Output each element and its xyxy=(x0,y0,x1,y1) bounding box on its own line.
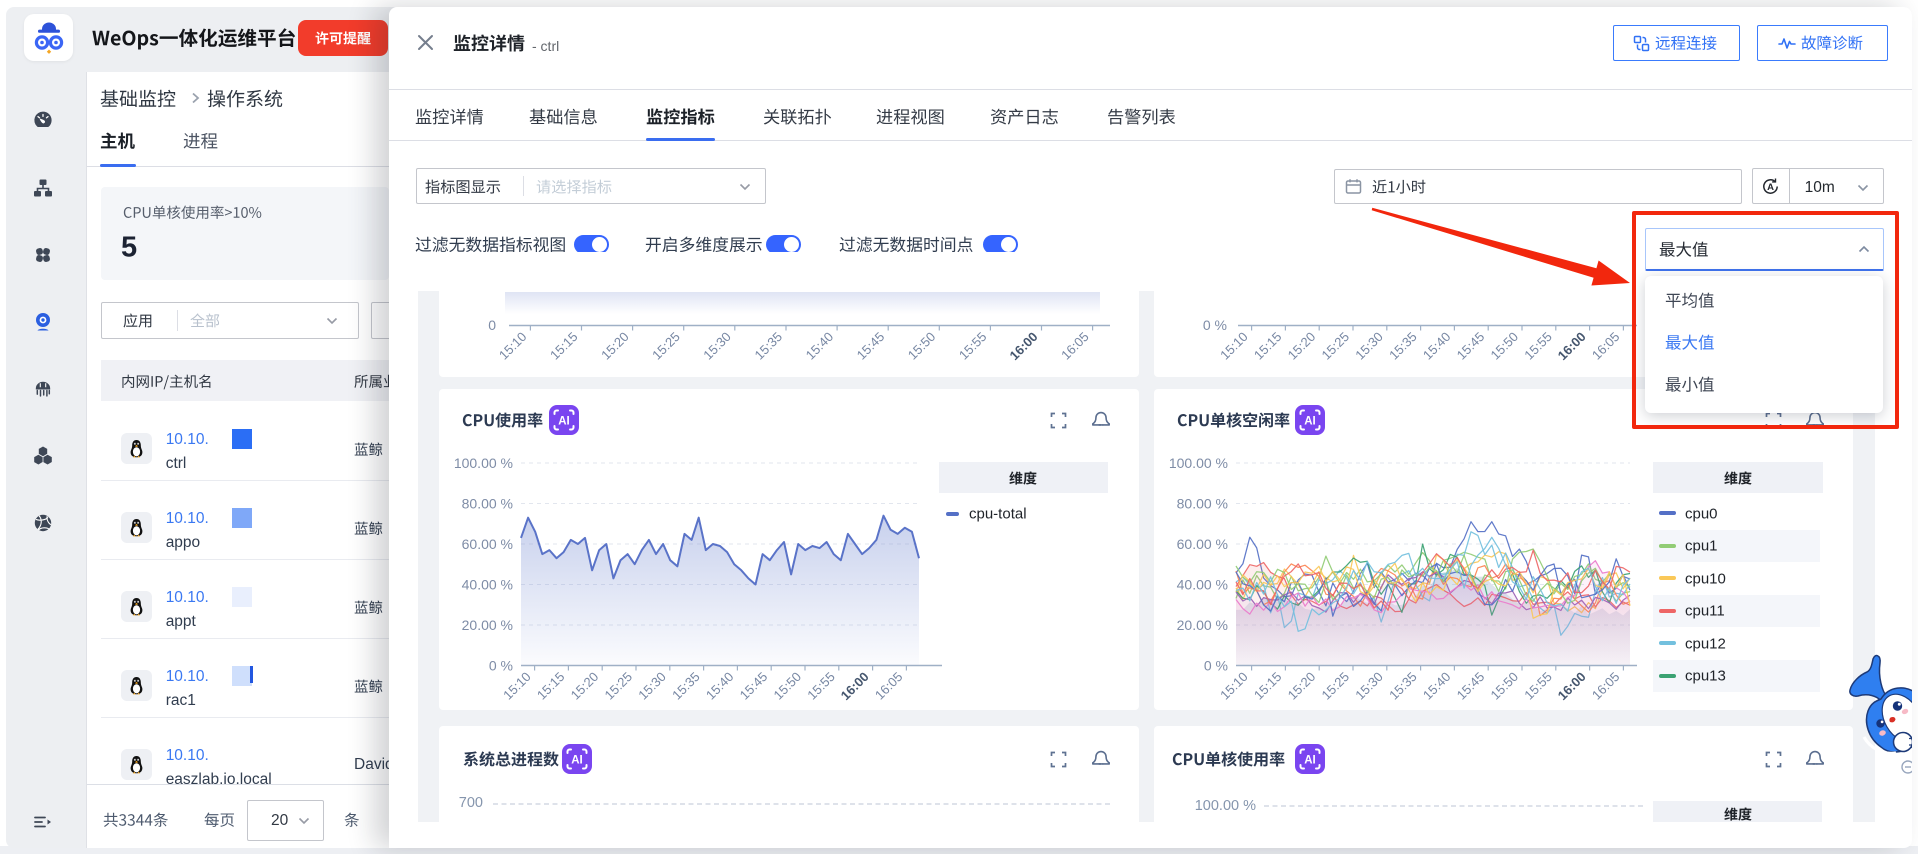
svg-text:15:15: 15:15 xyxy=(1251,329,1285,363)
svg-text:16:00: 16:00 xyxy=(1555,669,1589,703)
svg-text:16:00: 16:00 xyxy=(838,669,872,703)
svg-text:15:55: 15:55 xyxy=(956,329,990,363)
svg-text:0: 0 xyxy=(488,317,496,333)
svg-text:0 %: 0 % xyxy=(1204,658,1228,674)
svg-text:AI: AI xyxy=(1304,416,1316,428)
svg-text:15:20: 15:20 xyxy=(1285,669,1319,703)
svg-text:15:10: 15:10 xyxy=(1217,329,1251,363)
svg-text:15:45: 15:45 xyxy=(737,669,771,703)
svg-text:15:10: 15:10 xyxy=(1217,669,1251,703)
svg-text:AI: AI xyxy=(558,416,570,428)
svg-text:15:20: 15:20 xyxy=(568,669,602,703)
svg-text:100.00 %: 100.00 % xyxy=(454,455,513,471)
svg-text:15:50: 15:50 xyxy=(1488,669,1522,703)
svg-text:AI: AI xyxy=(571,755,583,767)
svg-text:15:30: 15:30 xyxy=(700,329,734,363)
svg-text:15:25: 15:25 xyxy=(649,329,683,363)
svg-text:40.00 %: 40.00 % xyxy=(1177,577,1228,593)
svg-text:15:55: 15:55 xyxy=(1521,669,1555,703)
svg-text:15:40: 15:40 xyxy=(1420,329,1454,363)
svg-text:15:25: 15:25 xyxy=(602,669,636,703)
svg-text:16:00: 16:00 xyxy=(1555,329,1589,363)
svg-text:15:10: 15:10 xyxy=(500,669,534,703)
svg-text:15:50: 15:50 xyxy=(1488,329,1522,363)
svg-text:16:05: 16:05 xyxy=(1589,669,1623,703)
svg-text:15:30: 15:30 xyxy=(1352,669,1386,703)
svg-text:15:45: 15:45 xyxy=(1454,669,1488,703)
svg-text:60.00 %: 60.00 % xyxy=(462,536,513,552)
svg-text:15:25: 15:25 xyxy=(1319,329,1353,363)
svg-text:15:25: 15:25 xyxy=(1319,669,1353,703)
svg-text:15:30: 15:30 xyxy=(1352,329,1386,363)
svg-text:20.00 %: 20.00 % xyxy=(1177,617,1228,633)
svg-text:15:30: 15:30 xyxy=(635,669,669,703)
svg-text:15:50: 15:50 xyxy=(905,329,939,363)
svg-text:15:40: 15:40 xyxy=(1420,669,1454,703)
svg-text:15:35: 15:35 xyxy=(1386,669,1420,703)
svg-text:15:35: 15:35 xyxy=(669,669,703,703)
svg-text:15:40: 15:40 xyxy=(703,669,737,703)
svg-text:16:05: 16:05 xyxy=(872,669,906,703)
svg-text:15:15: 15:15 xyxy=(1251,669,1285,703)
svg-text:0 %: 0 % xyxy=(489,658,513,674)
svg-text:0 %: 0 % xyxy=(1203,317,1227,333)
svg-text:16:00: 16:00 xyxy=(1007,329,1041,363)
svg-text:15:50: 15:50 xyxy=(771,669,805,703)
svg-text:A: A xyxy=(1767,182,1774,193)
svg-text:15:20: 15:20 xyxy=(598,329,632,363)
svg-text:15:55: 15:55 xyxy=(1521,329,1555,363)
svg-text:60.00 %: 60.00 % xyxy=(1177,536,1228,552)
svg-text:40.00 %: 40.00 % xyxy=(462,577,513,593)
svg-text:15:35: 15:35 xyxy=(752,329,786,363)
svg-text:20.00 %: 20.00 % xyxy=(462,617,513,633)
svg-text:15:45: 15:45 xyxy=(854,329,888,363)
svg-text:15:20: 15:20 xyxy=(1285,329,1319,363)
svg-text:15:40: 15:40 xyxy=(803,329,837,363)
svg-text:15:35: 15:35 xyxy=(1386,329,1420,363)
svg-text:15:55: 15:55 xyxy=(804,669,838,703)
svg-text:15:45: 15:45 xyxy=(1454,329,1488,363)
svg-text:100.00 %: 100.00 % xyxy=(1169,455,1228,471)
svg-text:80.00 %: 80.00 % xyxy=(462,496,513,512)
svg-text:15:15: 15:15 xyxy=(534,669,568,703)
svg-text:AI: AI xyxy=(1304,755,1316,767)
svg-text:16:05: 16:05 xyxy=(1058,329,1092,363)
svg-text:15:10: 15:10 xyxy=(496,329,530,363)
svg-text:80.00 %: 80.00 % xyxy=(1177,496,1228,512)
svg-text:16:05: 16:05 xyxy=(1589,329,1623,363)
svg-text:15:15: 15:15 xyxy=(547,329,581,363)
